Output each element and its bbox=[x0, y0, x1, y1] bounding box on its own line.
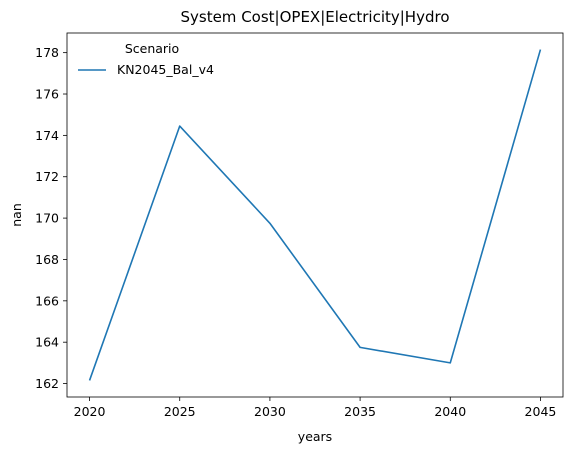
legend: Scenario KN2045_Bal_v4 bbox=[78, 41, 214, 77]
plot-area bbox=[88, 49, 542, 381]
x-tick-label: 2030 bbox=[254, 404, 286, 419]
y-tick-label: 172 bbox=[35, 169, 59, 184]
y-tick-label: 170 bbox=[35, 211, 59, 226]
y-tick-label: 162 bbox=[35, 376, 59, 391]
legend-title: Scenario bbox=[125, 41, 179, 56]
y-tick-label: 164 bbox=[35, 335, 59, 350]
series-line-0 bbox=[88, 49, 542, 381]
y-axis-label: nan bbox=[9, 203, 24, 227]
x-tick-label: 2020 bbox=[74, 404, 106, 419]
y-tick-label: 168 bbox=[35, 252, 59, 267]
x-tick-label: 2045 bbox=[525, 404, 557, 419]
chart-title: System Cost|OPEX|Electricity|Hydro bbox=[180, 8, 449, 26]
plot-frame bbox=[66, 32, 564, 398]
y-tick-label: 176 bbox=[35, 87, 59, 102]
x-tick-label: 2040 bbox=[434, 404, 466, 419]
x-axis: 2020 2025 2030 2035 2040 2045 bbox=[74, 397, 557, 419]
y-tick-label: 178 bbox=[35, 45, 59, 60]
y-tick-label: 174 bbox=[35, 128, 59, 143]
x-tick-label: 2025 bbox=[164, 404, 196, 419]
legend-entry-label: KN2045_Bal_v4 bbox=[117, 62, 214, 77]
y-axis: 162 164 166 168 170 172 174 176 178 bbox=[35, 45, 67, 391]
y-tick-label: 166 bbox=[35, 293, 59, 308]
x-axis-label: years bbox=[298, 429, 332, 444]
x-tick-label: 2035 bbox=[344, 404, 376, 419]
